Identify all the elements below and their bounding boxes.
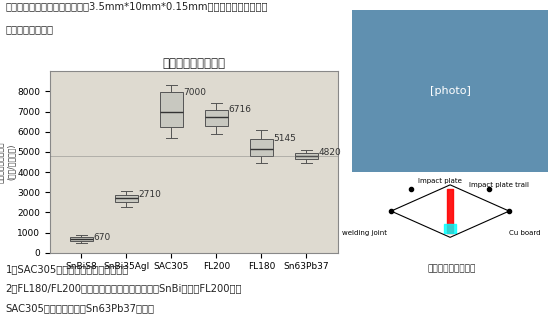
Text: 4820: 4820	[319, 148, 341, 157]
Text: 670: 670	[94, 233, 111, 242]
Text: welding joint: welding joint	[342, 230, 387, 236]
Text: 2710: 2710	[138, 191, 161, 199]
Text: Cu board: Cu board	[509, 230, 541, 236]
Text: 7000: 7000	[183, 88, 207, 97]
Text: Impact plate: Impact plate	[418, 178, 462, 184]
Text: 焉点抗疲劳冲击试验：焉点尺刹3.5mm*10mm*0.15mm，正反两面连续冲击试: 焉点抗疲劳冲击试验：焉点尺刹3.5mm*10mm*0.15mm，正反两面连续冲击…	[6, 2, 268, 12]
Text: 5145: 5145	[274, 134, 296, 143]
PathPatch shape	[204, 110, 228, 126]
Y-axis label: 疲劳冲击抗冲击次数
(次数/冲击次数): 疲劳冲击抗冲击次数 (次数/冲击次数)	[0, 141, 16, 183]
PathPatch shape	[250, 139, 273, 156]
Text: [photo]: [photo]	[430, 86, 470, 96]
PathPatch shape	[115, 195, 138, 202]
PathPatch shape	[70, 237, 93, 241]
Text: Impact plate trail: Impact plate trail	[469, 181, 529, 188]
PathPatch shape	[160, 92, 183, 127]
Title: 焉点抗疲劳冲击试验: 焉点抗疲劳冲击试验	[162, 57, 225, 70]
Text: SAC305焉料合金，高于Sn63Pb37合金。: SAC305焉料合金，高于Sn63Pb37合金。	[6, 303, 155, 313]
Text: 6716: 6716	[229, 105, 252, 114]
Text: 疲劳冲击试验示意图: 疲劳冲击试验示意图	[427, 264, 476, 273]
Text: 2、FL180/FL200焉点抗疲劳冲击强度明显高于SnBi合金，FL200接近: 2、FL180/FL200焉点抗疲劳冲击强度明显高于SnBi合金，FL200接近	[6, 284, 242, 294]
Text: 验（交变应力）。: 验（交变应力）。	[6, 24, 54, 34]
PathPatch shape	[295, 153, 318, 159]
Text: 1、SAC305焉点抗疲劳冲击强度最高；: 1、SAC305焉点抗疲劳冲击强度最高；	[6, 264, 129, 274]
